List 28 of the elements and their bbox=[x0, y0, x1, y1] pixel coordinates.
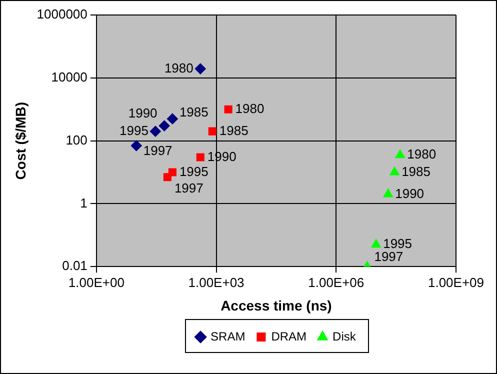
x-tick-label: 1.00E+00 bbox=[68, 274, 124, 290]
annotation: 1995 bbox=[383, 236, 412, 252]
annotation: 1997 bbox=[174, 180, 204, 196]
x-tick-label: 1.00E+09 bbox=[428, 274, 484, 290]
annotation: 1980 bbox=[407, 146, 436, 162]
annotation: 1990 bbox=[395, 186, 424, 201]
y-tick-label: 0.01 bbox=[62, 258, 88, 274]
y-tick-label: 1000000 bbox=[36, 6, 88, 22]
annotation: 1980 bbox=[235, 100, 264, 116]
annotation: 1990 bbox=[128, 105, 158, 120]
annotation: 1985 bbox=[179, 104, 208, 120]
annotation: 1997 bbox=[374, 249, 404, 264]
x-axis-title: Access time (ns) bbox=[220, 297, 332, 314]
x-tick-label: 1.00E+03 bbox=[188, 274, 244, 290]
y-tick-label: 1 bbox=[80, 195, 88, 210]
x-tick-label: 1.00E+06 bbox=[308, 274, 364, 290]
annotation: 1985 bbox=[219, 122, 248, 138]
annotation: 1980 bbox=[164, 60, 194, 76]
annotation: 1997 bbox=[143, 143, 172, 158]
y-axis-title: Cost ($/MB) bbox=[12, 102, 28, 180]
annotation: 1995 bbox=[120, 122, 148, 138]
y-tick-label: 100 bbox=[66, 132, 88, 148]
legend-label: DRAM bbox=[271, 329, 307, 344]
annotation: 1995 bbox=[179, 164, 208, 179]
legend-label: SRAM bbox=[210, 329, 246, 344]
annotation: 1985 bbox=[402, 164, 430, 179]
legend-label: Disk bbox=[332, 329, 357, 344]
y-tick-label: 10000 bbox=[51, 69, 88, 84]
